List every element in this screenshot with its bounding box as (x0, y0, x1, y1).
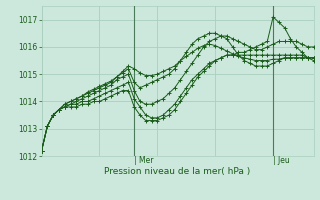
Text: | Jeu: | Jeu (273, 156, 290, 165)
X-axis label: Pression niveau de la mer( hPa ): Pression niveau de la mer( hPa ) (104, 167, 251, 176)
Text: | Mer: | Mer (134, 156, 154, 165)
